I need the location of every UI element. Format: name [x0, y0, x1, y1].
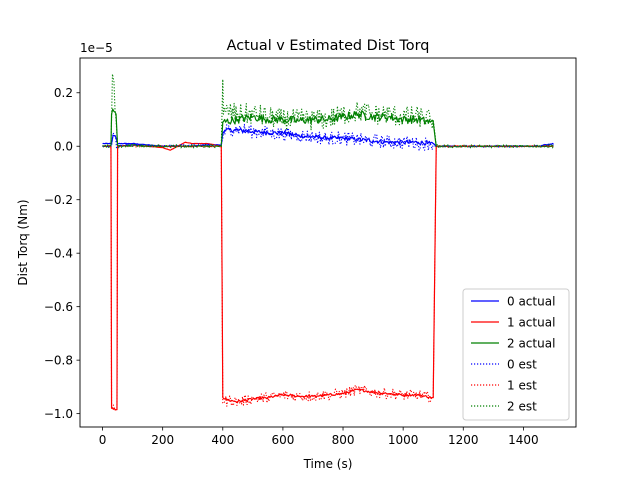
tick-layer: 0 200 400 600 800 1000 1200 1400 0.2 0.0 −0.2 −0.4 −…	[44, 86, 539, 447]
x-tick-label: 1200	[448, 433, 479, 447]
legend-label: 1 est	[507, 379, 537, 393]
y-tick-label: −0.2	[44, 193, 73, 207]
legend-label: 0 est	[507, 358, 537, 372]
x-axis-label: Time (s)	[303, 457, 353, 471]
x-tick-label: 0	[99, 433, 107, 447]
x-tick-label: 800	[332, 433, 355, 447]
y-tick-label: 0.0	[54, 140, 73, 154]
legend-label: 2 est	[507, 400, 537, 414]
series-line-2-est	[102, 73, 554, 149]
y-offset-text: 1e−5	[80, 41, 113, 55]
legend-label: 0 actual	[507, 295, 555, 309]
x-tick-label: 600	[271, 433, 294, 447]
y-tick-label: −0.8	[44, 353, 73, 367]
y-axis-label: Dist Torq (Nm)	[16, 199, 30, 285]
y-tick-label: −0.6	[44, 300, 73, 314]
legend: 0 actual 1 actual 2 actual 0 est 1 est 2 est	[462, 288, 570, 421]
x-tick-label: 400	[211, 433, 234, 447]
legend-label: 1 actual	[507, 316, 555, 330]
chart-title: Actual v Estimated Dist Torq	[227, 38, 430, 54]
legend-label: 2 actual	[507, 337, 555, 351]
axes-frame	[79, 57, 577, 428]
x-tick-label: 200	[151, 433, 174, 447]
y-tick-label: −1.0	[44, 407, 73, 421]
x-tick-label: 1000	[388, 433, 419, 447]
y-tick-label: 0.2	[54, 86, 73, 100]
y-tick-label: −0.4	[44, 246, 73, 260]
series-layer	[102, 73, 554, 411]
x-tick-label: 1400	[508, 433, 539, 447]
